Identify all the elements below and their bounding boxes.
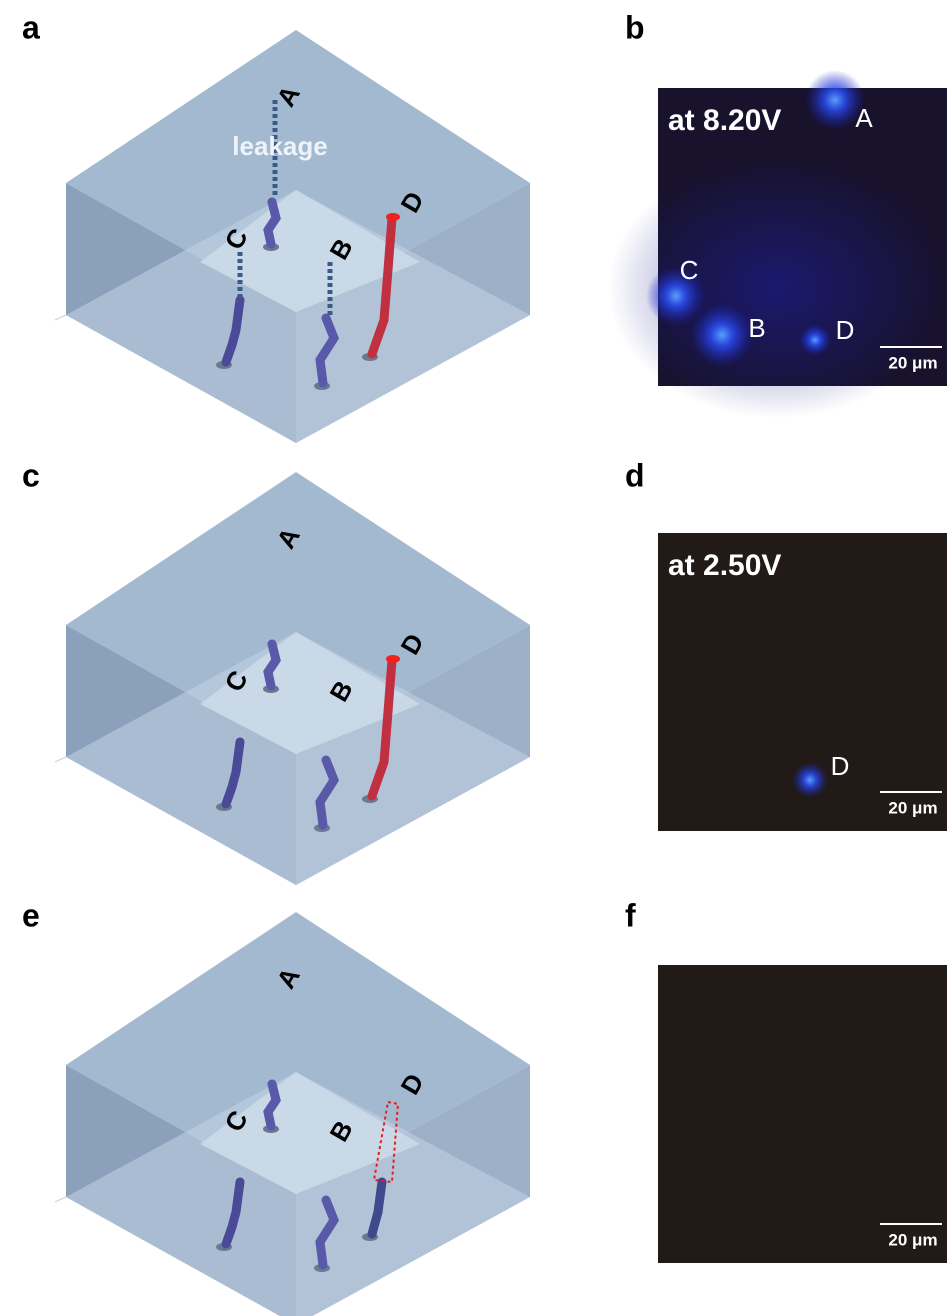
voltage-label: at 2.50V [668, 549, 781, 582]
emission-spot [799, 324, 831, 356]
figure: aleakageABCDbat 8.20VACBD20 μmcABCDdat 2… [0, 0, 947, 1316]
emission-spot [690, 303, 754, 367]
cube-edge [55, 757, 66, 762]
panel-label: f [625, 897, 636, 933]
wire-tip [386, 655, 400, 663]
cube-edge [55, 315, 66, 320]
spot-label: D [831, 751, 850, 781]
leakage-label: leakage [232, 131, 327, 161]
panel-label: d [625, 457, 645, 493]
micrograph: at 8.20V A C B D 20 μm [608, 70, 947, 418]
micrograph-bg [658, 965, 947, 1263]
scale-label: 20 μm [888, 1230, 937, 1249]
panel-label: e [22, 897, 40, 933]
spot-label: D [836, 315, 855, 345]
spot-label: B [748, 313, 765, 343]
wire-tip [386, 213, 400, 221]
panel-label: c [22, 457, 40, 493]
panel-label: b [625, 9, 645, 45]
emission-spot [792, 762, 828, 798]
scale-label: 20 μm [888, 798, 937, 817]
panel-label: a [22, 9, 40, 45]
spot-label: A [855, 103, 873, 133]
micrograph: 20 μm [658, 965, 947, 1263]
micrograph: at 2.50V D 20 μm [658, 533, 947, 831]
scale-label: 20 μm [888, 353, 937, 372]
spot-label: C [680, 255, 699, 285]
voltage-label: at 8.20V [668, 104, 781, 137]
cube-edge [55, 1197, 66, 1202]
